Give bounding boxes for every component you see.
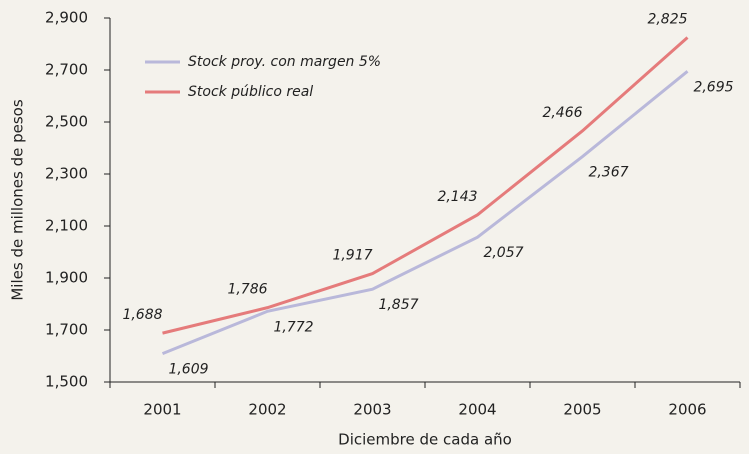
value-label: 1,917	[332, 248, 372, 264]
y-tick-label: 1,900	[45, 269, 88, 287]
y-tick-label: 1,700	[45, 321, 88, 339]
y-tick-label: 2,700	[45, 61, 88, 79]
value-label: 1,772	[273, 319, 313, 335]
legend-label: Stock público real	[188, 84, 313, 100]
legend-label: Stock proy. con margen 5%	[188, 54, 381, 70]
x-tick-label: 2004	[458, 401, 496, 419]
y-tick-label: 1,500	[45, 373, 88, 391]
value-label: 2,466	[542, 105, 582, 121]
y-axis-label: Miles de millones de pesos	[9, 99, 27, 300]
line	[161, 70, 689, 356]
value-label: 1,857	[378, 297, 418, 313]
x-tick-label: 2002	[248, 401, 286, 419]
y-tick-label: 2,100	[45, 217, 88, 235]
value-label: 1,609	[168, 362, 208, 378]
value-label: 1,786	[227, 282, 267, 298]
value-label: 2,143	[437, 189, 477, 205]
x-tick-label: 2005	[563, 401, 601, 419]
line	[162, 36, 689, 335]
x-tick-label: 2006	[668, 401, 706, 419]
value-label: 2,695	[693, 79, 733, 95]
value-label: 1,688	[122, 307, 162, 323]
y-tick-label: 2,900	[45, 9, 88, 27]
value-label: 2,825	[647, 12, 687, 28]
y-tick-label: 2,500	[45, 113, 88, 131]
x-axis-label: Diciembre de cada año	[338, 431, 512, 449]
value-label: 2,057	[483, 245, 523, 261]
x-tick-label: 2001	[143, 401, 181, 419]
value-label: 2,367	[588, 165, 628, 181]
y-tick-label: 2,300	[45, 165, 88, 183]
x-tick-label: 2003	[353, 401, 391, 419]
